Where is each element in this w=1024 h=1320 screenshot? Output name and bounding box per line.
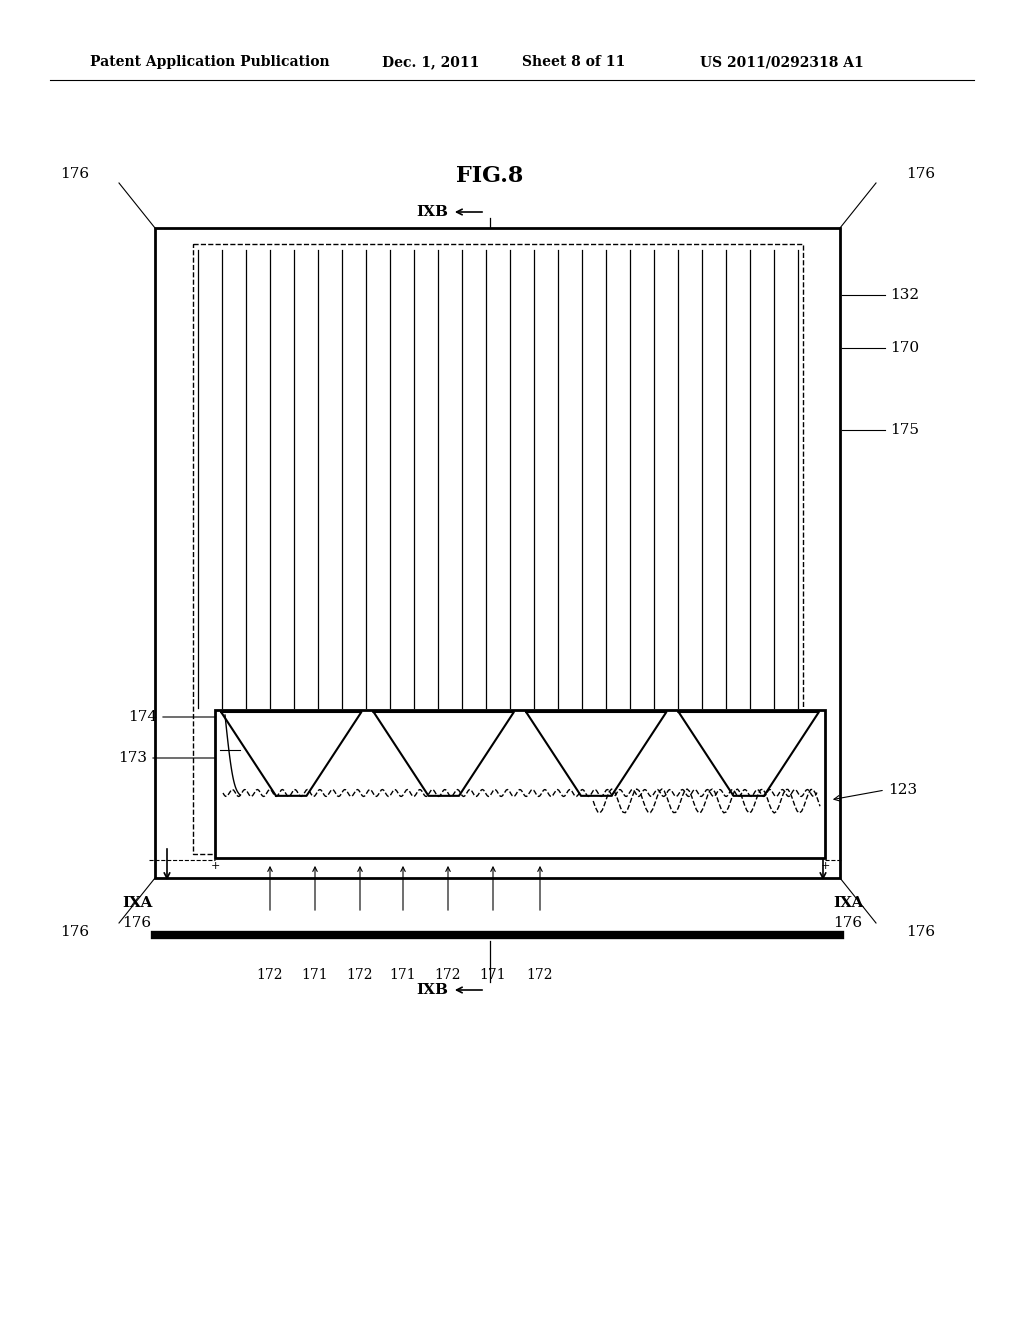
Text: Patent Application Publication: Patent Application Publication [90,55,330,69]
Text: IXB: IXB [416,205,449,219]
Text: 171: 171 [390,968,417,982]
Text: 176: 176 [59,925,89,939]
Text: 171: 171 [302,968,329,982]
Text: FIG.8: FIG.8 [457,165,523,187]
Text: 172: 172 [257,968,284,982]
Text: 176: 176 [906,925,935,939]
Text: 171: 171 [479,968,506,982]
Text: 173: 173 [118,751,147,766]
Text: Sheet 8 of 11: Sheet 8 of 11 [522,55,626,69]
Text: 170: 170 [890,341,920,355]
Text: 175: 175 [890,422,919,437]
Text: IXB: IXB [416,983,449,997]
Text: 176: 176 [122,916,152,931]
Bar [155,228,840,878]
Text: IXA: IXA [833,896,863,909]
Text: US 2011/0292318 A1: US 2011/0292318 A1 [700,55,864,69]
Text: 123: 123 [888,783,918,797]
Bar [215,710,825,858]
Text: 132: 132 [890,288,920,302]
Text: 172: 172 [347,968,374,982]
Text: IXA: IXA [122,896,153,909]
Bar [193,244,803,854]
Text: 172: 172 [526,968,553,982]
Text: +: + [210,861,220,871]
Text: 176: 176 [833,916,862,931]
Text: Dec. 1, 2011: Dec. 1, 2011 [382,55,479,69]
Text: 176: 176 [906,168,935,181]
Text: 172: 172 [435,968,461,982]
Text: 176: 176 [59,168,89,181]
Text: 174: 174 [128,710,157,723]
Text: +: + [820,861,829,871]
